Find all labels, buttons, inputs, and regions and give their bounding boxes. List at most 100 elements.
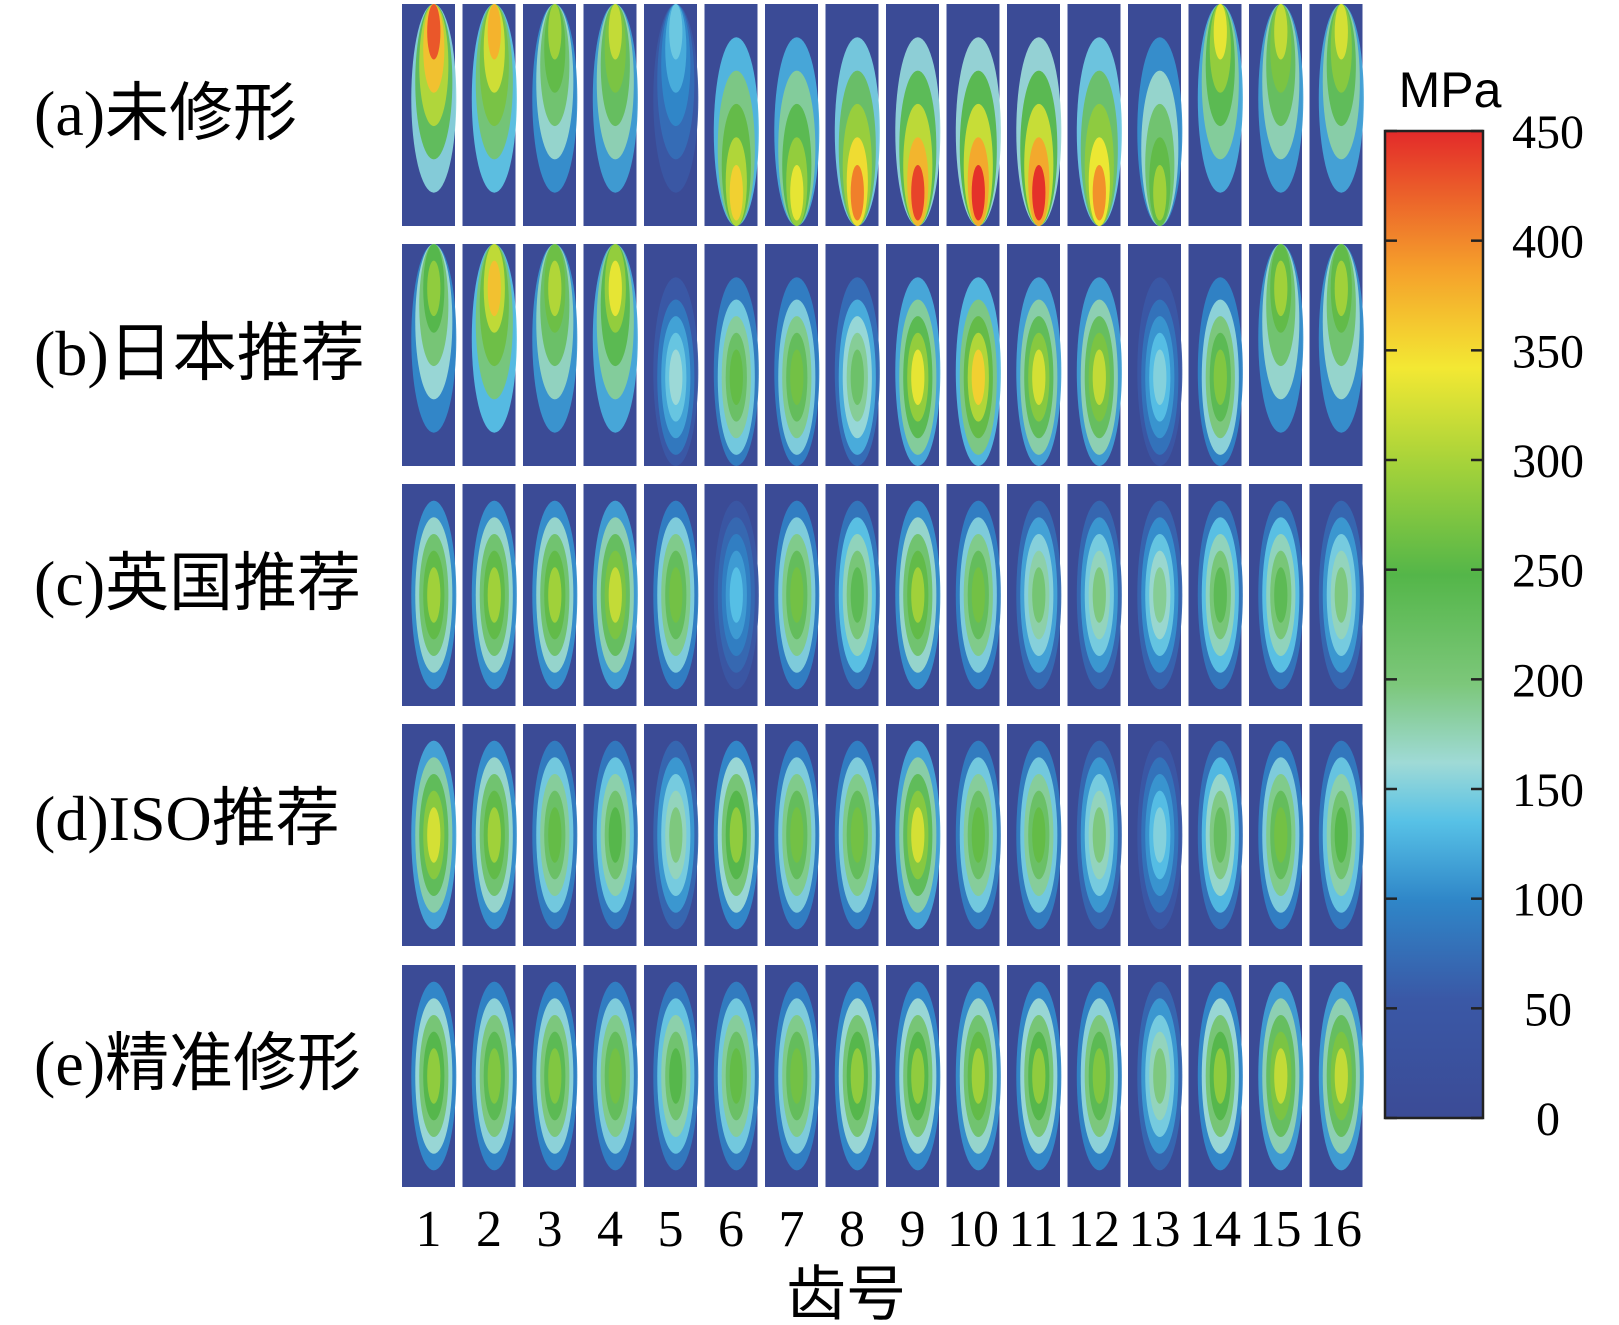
heatmap-cell	[1188, 244, 1243, 466]
colorbar-unit: MPa	[1399, 62, 1502, 118]
x-tick-labels: 1 2 3 4 5 6 7 8 9 10 11 12 13 14 15 16	[416, 1201, 1363, 1258]
heatmap-cell	[1067, 244, 1122, 466]
x-tick-label: 15	[1250, 1201, 1302, 1258]
heatmap-cell	[1067, 724, 1122, 946]
heatmap-cell	[644, 484, 699, 706]
heatmap-cell	[1249, 724, 1304, 946]
heatmap-cell	[1007, 4, 1062, 227]
heatmap-cell	[765, 724, 820, 946]
colorbar-tick-label: 200	[1512, 654, 1584, 707]
heatmap-cell	[886, 4, 941, 227]
x-tick-label: 14	[1189, 1201, 1241, 1258]
heatmap-panels	[402, 4, 1364, 1187]
heatmap-cell	[765, 965, 820, 1187]
heatmap-cell	[1188, 965, 1243, 1187]
heatmap-cell	[583, 484, 638, 706]
x-tick-label: 10	[947, 1201, 999, 1258]
heatmap-cell	[704, 724, 759, 946]
heatmap-cell	[825, 484, 880, 706]
heatmap-cell	[462, 484, 517, 706]
heatmap-cell	[1309, 243, 1364, 466]
heatmap-cell	[765, 244, 820, 466]
heatmap-cell	[704, 965, 759, 1187]
colorbar-tick-label: 250	[1512, 545, 1584, 598]
row-label: (a)未修形	[34, 78, 297, 149]
x-tick-label: 2	[476, 1201, 502, 1258]
heatmap-cell	[1007, 965, 1062, 1187]
heatmap-cell	[462, 724, 517, 946]
heatmap-cell	[462, 965, 517, 1187]
colorbar-ticks: 0 50 100 150 200 250 300 350 400 450	[1385, 106, 1584, 1146]
heatmap-cell	[1067, 4, 1122, 227]
heatmap-cell	[825, 244, 880, 466]
heatmap-cell	[1188, 484, 1243, 706]
heatmap-cell	[523, 724, 578, 946]
colorbar-tick-label: 300	[1512, 435, 1584, 488]
heatmap-cell	[644, 724, 699, 946]
heatmap-cell	[1007, 724, 1062, 946]
x-tick-label: 13	[1129, 1201, 1181, 1258]
heatmap-cell	[583, 965, 638, 1187]
heatmap-cell	[765, 4, 820, 227]
heatmap-cell	[523, 484, 578, 706]
heatmap-cell	[765, 484, 820, 706]
heatmap-cell	[946, 244, 1001, 466]
heatmap-cell	[1128, 244, 1183, 466]
heatmap-cell	[1309, 724, 1364, 946]
x-tick-label: 6	[718, 1201, 744, 1258]
x-tick-label: 9	[900, 1201, 926, 1258]
heatmap-cell	[1128, 4, 1183, 227]
heatmap-cell	[583, 724, 638, 946]
heatmap-cell	[946, 965, 1001, 1187]
heatmap-cell	[1309, 4, 1364, 226]
heatmap-cell	[886, 244, 941, 466]
colorbar: 0 50 100 150 200 250 300 350 400 450 MPa	[1383, 62, 1584, 1146]
colorbar-tick-label: 100	[1512, 874, 1584, 927]
row-label: (c)英国推荐	[34, 548, 361, 619]
heatmap-cell	[886, 965, 941, 1187]
heatmap-cell	[1067, 965, 1122, 1187]
colorbar-tick-label: 50	[1524, 983, 1572, 1036]
x-tick-label: 8	[839, 1201, 865, 1258]
heatmap-cell	[644, 965, 699, 1187]
heatmap-cell	[402, 724, 457, 946]
x-tick-label: 16	[1310, 1201, 1362, 1258]
heatmap-cell	[523, 4, 578, 226]
colorbar-tick-label: 350	[1512, 325, 1584, 378]
x-tick-label: 4	[597, 1201, 623, 1258]
heatmap-cell	[1309, 484, 1364, 706]
heatmap-cell	[1249, 243, 1304, 466]
heatmap-cell	[825, 965, 880, 1187]
colorbar-tick-label: 150	[1512, 764, 1584, 817]
heatmap-cell	[1128, 965, 1183, 1187]
heatmap-cell	[1128, 724, 1183, 946]
row-label: (b)日本推荐	[34, 318, 365, 389]
colorbar-tick-label: 400	[1512, 216, 1584, 269]
heatmap-cell	[402, 484, 457, 706]
heatmap-cell	[1128, 484, 1183, 706]
heatmap-cell	[704, 4, 759, 227]
heatmap-cell	[946, 4, 1001, 227]
heatmap-cell	[704, 244, 759, 466]
heatmap-cell	[402, 965, 457, 1187]
heatmap-cell	[644, 244, 699, 466]
colorbar-tick-label: 450	[1512, 106, 1584, 159]
x-axis-title: 齿号	[786, 1262, 906, 1325]
colorbar-gradient	[1383, 129, 1485, 1120]
x-tick-label: 5	[658, 1201, 684, 1258]
heatmap-cell	[946, 484, 1001, 706]
heatmap-cell	[886, 484, 941, 706]
heatmap-cell	[1249, 484, 1304, 706]
heatmap-cell	[1188, 4, 1243, 226]
heatmap-cell	[523, 243, 578, 466]
heatmap-cell	[1007, 244, 1062, 466]
heatmap-cell	[886, 724, 941, 946]
row-labels: (a)未修形 (b)日本推荐 (c)英国推荐 (d)ISO推荐 (e)精准修形	[34, 78, 365, 1099]
heatmap-cell	[402, 243, 457, 466]
heatmap-cell	[402, 4, 457, 226]
heatmap-cell	[462, 243, 517, 466]
heatmap-cell	[825, 724, 880, 946]
heatmap-cell	[946, 724, 1001, 946]
heatmap-cell	[523, 965, 578, 1187]
